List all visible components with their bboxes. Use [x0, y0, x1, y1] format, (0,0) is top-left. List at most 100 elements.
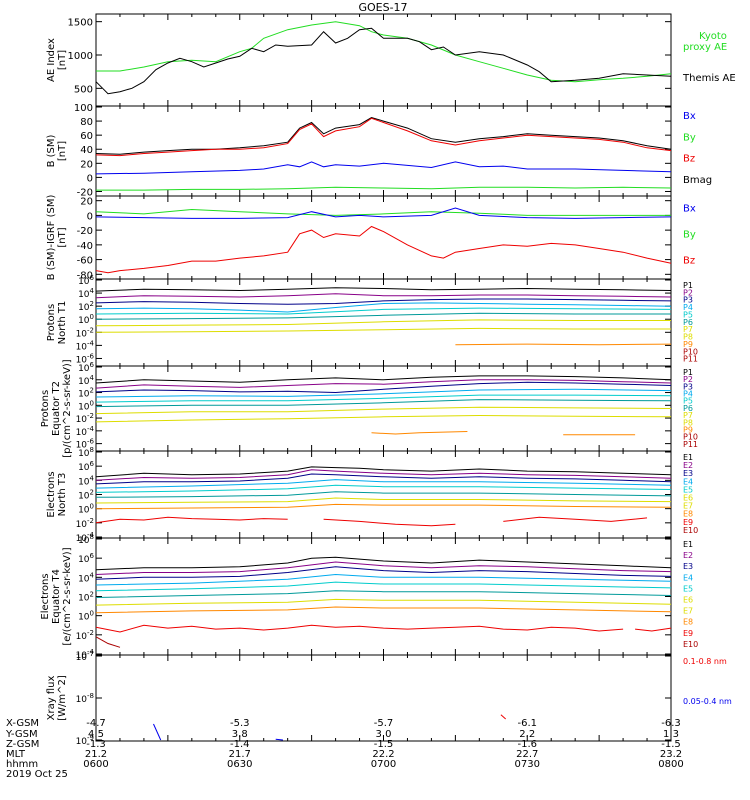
- y-tick-label: 100: [78, 313, 94, 326]
- legend-entry-e4: E4: [683, 477, 693, 486]
- series-line-p4: [95, 388, 672, 398]
- series-line-bmag: [95, 117, 672, 155]
- y-axis-label: B (SM): [46, 134, 57, 167]
- y-tick-label: 20: [80, 159, 93, 170]
- y-tick-label: 102: [78, 300, 94, 313]
- footer-value: 1.3: [663, 729, 679, 740]
- y-tick-label: 104: [78, 474, 94, 487]
- y-tick-label: -80: [77, 270, 93, 281]
- legend-entry-e9: E9: [683, 629, 693, 638]
- y-tick-label: 10-2: [76, 412, 94, 425]
- footer-value: -1.3: [86, 739, 106, 750]
- series-line-p3: [95, 381, 672, 394]
- footer-value: 3.0: [376, 729, 392, 740]
- series-line-e7: [95, 497, 672, 504]
- legend-entry: Bx: [683, 204, 696, 215]
- legend-entry-e10: E10: [683, 640, 698, 649]
- y-tick-label: 1000: [68, 51, 93, 62]
- footer-row-label: Y-GSM: [5, 729, 38, 740]
- legend-entry-e1: E1: [683, 453, 693, 462]
- panel-frame-db: [95, 195, 672, 280]
- footer-value: 21.7: [229, 749, 251, 760]
- footer-value: 23.2: [660, 749, 682, 760]
- series-line-e9: [95, 516, 288, 524]
- series-line-p8: [95, 327, 671, 333]
- legend-entry: Bz: [683, 154, 695, 165]
- footer-value: 0700: [371, 759, 396, 770]
- series-line-p5: [95, 307, 672, 315]
- footer-value: 2.2: [519, 729, 535, 740]
- series-line-by: [95, 208, 671, 216]
- legend-entry: Bz: [683, 255, 695, 266]
- footer-value: -6.3: [661, 718, 681, 729]
- legend-entry-p7: P7: [683, 325, 693, 334]
- legend-entry: By: [683, 230, 696, 241]
- y-tick-label: 80: [80, 117, 93, 128]
- y-tick-label: -20: [77, 187, 93, 198]
- y-tick-label: 106: [78, 552, 94, 565]
- series-line-by: [96, 186, 672, 191]
- series-line-p7: [95, 406, 672, 415]
- legend-entry-p9: P9: [683, 425, 693, 434]
- y-axis-label: Electrons: [46, 471, 57, 517]
- legend-entry-p4: P4: [683, 390, 693, 399]
- y-axis-label: Equator T2: [51, 381, 62, 436]
- y-tick-label: 10-4: [76, 531, 95, 544]
- footer-value: 0630: [227, 759, 252, 770]
- series-line-e3: [95, 566, 672, 580]
- series-line-e5: [95, 581, 672, 592]
- y-tick-label: 108: [78, 533, 94, 546]
- legend-entry-p6: P6: [683, 404, 693, 413]
- series-line-e9: [95, 624, 624, 633]
- legend-entry-p6: P6: [683, 318, 693, 327]
- legend-entry-p3: P3: [683, 296, 693, 305]
- series-line-kyoto-proxy-ae: [96, 21, 672, 83]
- y-axis-label: [p/(cm^2-s-sr-keV)]: [62, 359, 73, 458]
- y-tick-label: 104: [78, 287, 94, 300]
- y-axis-label: [nT]: [57, 50, 68, 70]
- y-tick-label: 106: [78, 361, 94, 374]
- legend-entry-p10: P10: [683, 433, 698, 442]
- y-tick-label: 100: [74, 103, 93, 114]
- legend-entry-p8: P8: [683, 333, 693, 342]
- y-tick-label: 102: [78, 489, 94, 502]
- footer-value: -1.6: [517, 739, 537, 750]
- legend-entry-e5: E5: [683, 584, 693, 593]
- legend-entry-e1: E1: [683, 540, 693, 549]
- y-axis-label: [nT]: [57, 141, 68, 161]
- legend-entry-p9: P9: [683, 340, 693, 349]
- series-line-e6: [95, 590, 672, 598]
- footer-value: 22.7: [516, 749, 538, 760]
- legend-entry-p2: P2: [683, 375, 693, 384]
- y-tick-label: 10-8: [76, 692, 94, 705]
- y-axis-label: Protons: [46, 304, 57, 341]
- legend-entry-p10: P10: [683, 347, 698, 356]
- y-tick-label: 100: [78, 399, 94, 412]
- series-line-e2: [95, 561, 672, 575]
- series-line-p6: [95, 399, 672, 408]
- footer-value: 0600: [83, 759, 108, 770]
- series-line-e2: [95, 469, 672, 481]
- y-tick-label: 0: [87, 173, 93, 184]
- y-axis-label: B (SM)-IGRF (SM): [46, 195, 57, 281]
- panel-frame-p1: [95, 278, 672, 367]
- panel-frame-e4: [95, 537, 672, 656]
- page-title: GOES-17: [358, 1, 407, 14]
- series-line-e6: [95, 491, 672, 498]
- series-line-p8: [95, 414, 672, 423]
- series-line-e4: [95, 479, 672, 489]
- legend-entry: Bmag: [683, 175, 712, 186]
- y-tick-label: 10-9: [76, 734, 94, 747]
- footer-row-label: MLT: [6, 749, 26, 760]
- y-tick-label: 60: [80, 131, 93, 142]
- y-tick-label: 10-6: [76, 438, 95, 451]
- series-line-e9: [635, 627, 672, 632]
- legend-entry-e2: E2: [683, 461, 693, 470]
- legend-entry-e2: E2: [683, 551, 693, 560]
- series-line-e4: [95, 573, 672, 586]
- series-line-p5: [95, 394, 672, 403]
- series-line-e8: [95, 606, 672, 614]
- series-line-p9: [455, 343, 672, 346]
- y-tick-label: 104: [78, 374, 94, 387]
- y-axis-label: [e/(cm^2-s-sr-keV)]: [62, 547, 73, 645]
